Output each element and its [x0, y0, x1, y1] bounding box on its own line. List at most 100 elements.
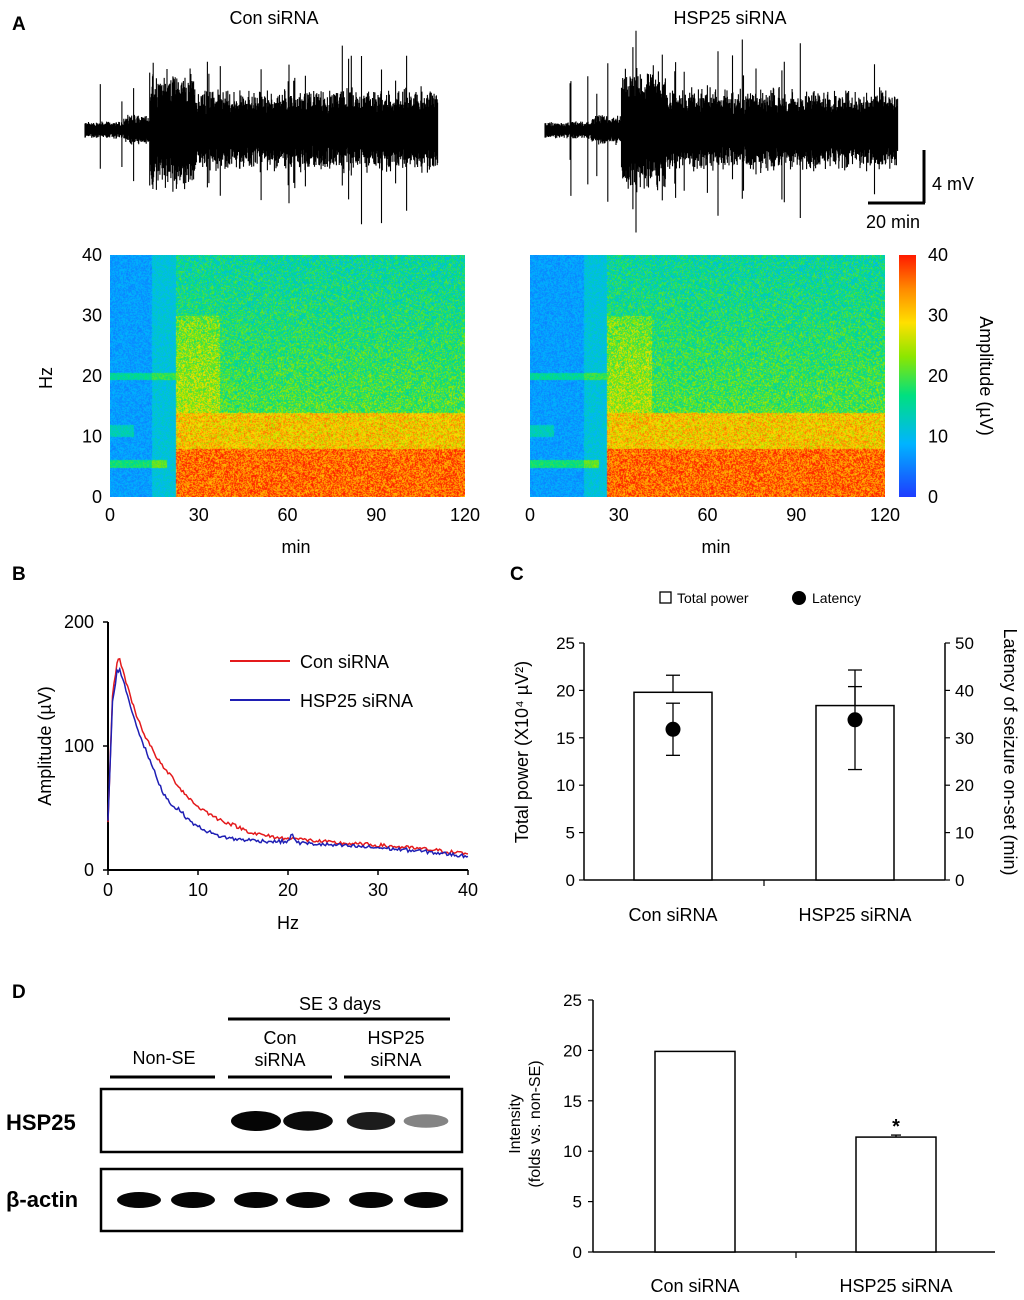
blot-row-label-hsp25: HSP25 [6, 1110, 76, 1135]
chart-c-ytick-right-20: 20 [955, 776, 974, 795]
blot-group-label: SE 3 days [299, 994, 381, 1014]
chart-c-ytick-left-25: 25 [556, 634, 575, 653]
chart-d-ytick-15: 15 [563, 1092, 582, 1111]
chart-b-series-hsp25 [107, 666, 469, 859]
chart-d-category-1: HSP25 siRNA [839, 1276, 952, 1296]
chart-b-series-con [107, 657, 469, 856]
spectrogram-hsp25-xtick-120: 120 [870, 505, 900, 525]
spectrogram-hsp25: 0 30 60 90 120 min [525, 255, 900, 557]
blot-band-actin-lane-4 [286, 1192, 330, 1208]
blot-band-actin-lane-5 [349, 1192, 393, 1208]
chart-c-ytick-left-10: 10 [556, 776, 575, 795]
chart-c-ytick-right-30: 30 [955, 729, 974, 748]
legend-label-con: Con siRNA [300, 652, 389, 672]
spectrogram-con-xtick-90: 90 [366, 505, 386, 525]
trace-title-con: Con siRNA [229, 8, 318, 28]
chart-c-ytick-left-0: 0 [566, 871, 575, 890]
colorbar-tick-0: 0 [928, 487, 938, 507]
spectrogram-hsp25-xlabel: min [701, 537, 730, 557]
western-blot: SE 3 days Non-SE Con siRNA HSP25 siRNA H… [6, 994, 464, 1233]
chart-b-xtick-30: 30 [368, 880, 388, 900]
chart-d-ylabel-line2: (folds vs. non-SE) [527, 1060, 544, 1187]
chart-c-category-0: Con siRNA [628, 905, 717, 925]
chart-d-ytick-5: 5 [573, 1193, 582, 1212]
chart-b-xtick-20: 20 [278, 880, 298, 900]
colorbar-label: Amplitude (µV) [976, 316, 996, 435]
chart-b-ytick-200: 200 [64, 612, 94, 632]
blot-band-actin-lane-3 [234, 1192, 278, 1208]
blot-band-actin-lane-1 [117, 1192, 161, 1208]
chart-c-point-latency [665, 721, 681, 737]
chart-c: Total power Latency 0 5 10 15 20 25 0 10 20 30 40 5… [512, 590, 1020, 925]
panel-label-a: A [12, 14, 26, 35]
chart-c-ytick-right-0: 0 [955, 871, 964, 890]
chart-d-ytick-20: 20 [563, 1041, 582, 1060]
panel-label-b: B [12, 564, 26, 585]
spectrogram-con-xlabel: min [281, 537, 310, 557]
colorbar: 0 10 20 30 40 Amplitude (µV) [899, 245, 996, 507]
spectrogram-con-xtick-0: 0 [105, 505, 115, 525]
lane-label-hsp25-1: HSP25 [367, 1028, 424, 1048]
eeg-trace-con [84, 45, 439, 225]
chart-b-xtick-0: 0 [103, 880, 113, 900]
chart-d-ytick-0: 0 [573, 1243, 582, 1262]
spectrogram-hsp25-xtick-30: 30 [609, 505, 629, 525]
chart-d-bar [855, 1136, 937, 1253]
chart-b-xtick-40: 40 [458, 880, 478, 900]
scale-bar: 4 mV 20 min [866, 150, 974, 232]
chart-b-ytick-100: 100 [64, 736, 94, 756]
spectrogram-con-xtick-120: 120 [450, 505, 480, 525]
chart-c-ytick-left-15: 15 [556, 729, 575, 748]
spectrogram-con-ytick-0: 0 [92, 487, 102, 507]
lane-label-non-se: Non-SE [132, 1048, 195, 1068]
colorbar-tick-20: 20 [928, 366, 948, 386]
spectrogram-con-ylabel: Hz [36, 367, 56, 389]
chart-d-ytick-25: 25 [563, 991, 582, 1010]
spectrogram-con-ytick-40: 40 [82, 245, 102, 265]
spectrogram-con-xtick-30: 30 [189, 505, 209, 525]
chart-d-ytick-10: 10 [563, 1142, 582, 1161]
blot-band-hsp25-lane-4 [283, 1111, 333, 1131]
spectrogram-con-xtick-60: 60 [277, 505, 297, 525]
chart-c-category-1: HSP25 siRNA [798, 905, 911, 925]
blot-band-hsp25-lane-3 [231, 1111, 281, 1131]
blot-band-hsp25-lane-6 [403, 1114, 449, 1128]
chart-b-xlabel: Hz [277, 913, 299, 933]
blot-box-actin [99, 1167, 464, 1233]
scale-bar-amplitude-label: 4 mV [932, 174, 974, 194]
spectrogram-con: 0 30 60 90 120 0 10 20 30 40 Hz min [36, 245, 480, 557]
scale-bar-time-label: 20 min [866, 212, 920, 232]
chart-d: 0 5 10 15 20 25 Con siRNA HSP25 siRNA * Intensi… [507, 991, 995, 1296]
blot-row-label-actin: β-actin [6, 1187, 78, 1212]
legend-total-power-swatch [659, 591, 672, 604]
chart-d-significance-marker: * [892, 1116, 900, 1138]
spectrogram-hsp25-xtick-60: 60 [697, 505, 717, 525]
chart-b-ytick-0: 0 [84, 860, 94, 880]
panel-label-c: C [510, 564, 524, 585]
chart-d-ylabel-line1: Intensity [507, 1094, 524, 1154]
chart-b-xtick-10: 10 [188, 880, 208, 900]
colorbar-tick-30: 30 [928, 306, 948, 326]
trace-title-hsp25: HSP25 siRNA [673, 8, 786, 28]
spectrogram-hsp25-xtick-90: 90 [786, 505, 806, 525]
spectrogram-con-ytick-30: 30 [82, 306, 102, 326]
spectrogram-con-ytick-20: 20 [82, 366, 102, 386]
eeg-con-path [84, 45, 439, 225]
chart-b-ylabel: Amplitude (µV) [35, 686, 55, 805]
legend-label-hsp25: HSP25 siRNA [300, 691, 413, 711]
chart-c-ytick-right-50: 50 [955, 634, 974, 653]
chart-c-ytick-left-5: 5 [566, 824, 575, 843]
chart-c-ytick-right-40: 40 [955, 681, 974, 700]
chart-b: 0 10 20 30 40 0 100 200 Con siRNA HSP25 siRNA A… [35, 612, 478, 933]
eeg-hsp-path [544, 30, 899, 233]
lane-label-hsp25-2: siRNA [370, 1050, 421, 1070]
colorbar-tick-40: 40 [928, 245, 948, 265]
chart-c-legend: Total power Latency [659, 590, 861, 606]
chart-d-category-0: Con siRNA [650, 1276, 739, 1296]
spectrogram-hsp25-xtick-0: 0 [525, 505, 535, 525]
panel-label-d: D [12, 982, 26, 1003]
legend-latency-marker [792, 591, 806, 605]
chart-c-ytick-left-20: 20 [556, 681, 575, 700]
chart-c-ylabel-right: Latency of seizure on-set (min) [1000, 628, 1020, 875]
